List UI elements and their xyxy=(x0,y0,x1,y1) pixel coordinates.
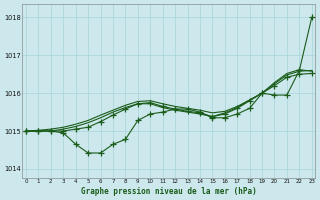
X-axis label: Graphe pression niveau de la mer (hPa): Graphe pression niveau de la mer (hPa) xyxy=(81,187,257,196)
